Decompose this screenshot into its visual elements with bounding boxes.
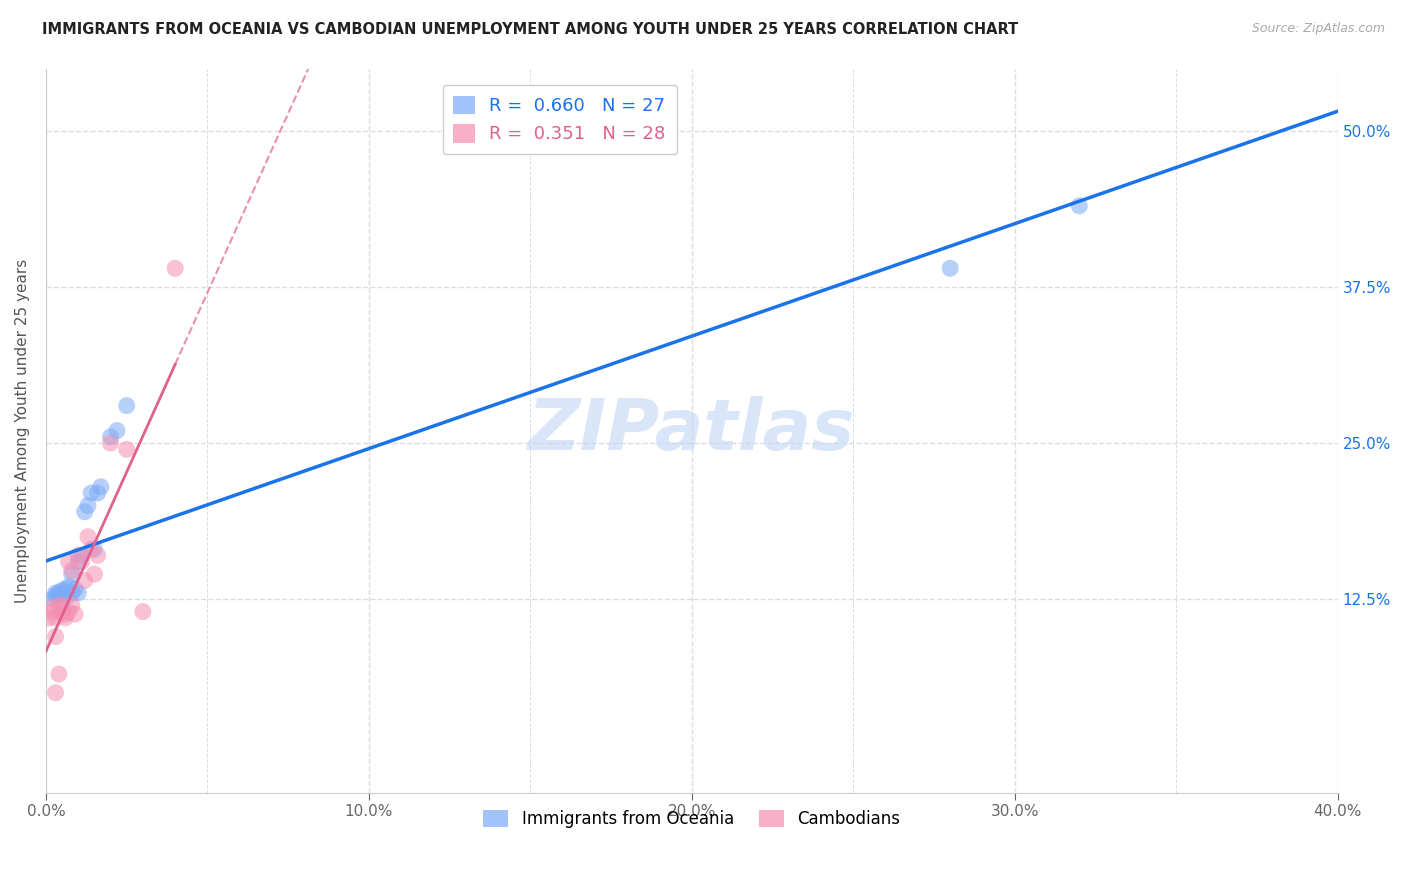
Point	[58, 555, 80, 569]
Point	[77, 499, 100, 513]
Point	[165, 261, 187, 276]
Point	[67, 555, 90, 569]
Legend: Immigrants from Oceania, Cambodians: Immigrants from Oceania, Cambodians	[477, 804, 907, 835]
Point	[115, 442, 138, 457]
Point	[45, 630, 67, 644]
Point	[53, 611, 76, 625]
Point	[45, 588, 67, 602]
Point	[58, 605, 80, 619]
Point	[939, 261, 962, 276]
Point	[48, 599, 70, 613]
Point	[1069, 199, 1091, 213]
Point	[63, 582, 86, 596]
Point	[51, 599, 73, 613]
Point	[67, 586, 90, 600]
Point	[53, 582, 76, 596]
Point	[41, 592, 63, 607]
Point	[38, 611, 60, 625]
Point	[73, 574, 96, 588]
Point	[70, 555, 93, 569]
Point	[105, 424, 128, 438]
Point	[86, 549, 108, 563]
Point	[73, 505, 96, 519]
Point	[53, 607, 76, 621]
Point	[80, 542, 103, 557]
Point	[67, 549, 90, 563]
Text: Source: ZipAtlas.com: Source: ZipAtlas.com	[1251, 22, 1385, 36]
Point	[60, 563, 83, 577]
Text: ZIPatlas: ZIPatlas	[529, 396, 855, 465]
Point	[48, 667, 70, 681]
Point	[41, 605, 63, 619]
Point	[51, 583, 73, 598]
Point	[53, 586, 76, 600]
Point	[58, 588, 80, 602]
Point	[60, 599, 83, 613]
Point	[70, 549, 93, 563]
Point	[45, 611, 67, 625]
Point	[77, 530, 100, 544]
Point	[58, 580, 80, 594]
Text: IMMIGRANTS FROM OCEANIA VS CAMBODIAN UNEMPLOYMENT AMONG YOUTH UNDER 25 YEARS COR: IMMIGRANTS FROM OCEANIA VS CAMBODIAN UNE…	[42, 22, 1018, 37]
Point	[132, 605, 155, 619]
Y-axis label: Unemployment Among Youth under 25 years: Unemployment Among Youth under 25 years	[15, 259, 30, 603]
Point	[45, 686, 67, 700]
Point	[80, 486, 103, 500]
Point	[100, 430, 122, 444]
Point	[63, 607, 86, 621]
Point	[51, 605, 73, 619]
Point	[41, 600, 63, 615]
Point	[60, 586, 83, 600]
Point	[83, 567, 105, 582]
Point	[86, 486, 108, 500]
Point	[48, 586, 70, 600]
Point	[60, 567, 83, 582]
Point	[45, 586, 67, 600]
Point	[115, 399, 138, 413]
Point	[90, 480, 112, 494]
Point	[83, 542, 105, 557]
Point	[48, 590, 70, 604]
Point	[100, 436, 122, 450]
